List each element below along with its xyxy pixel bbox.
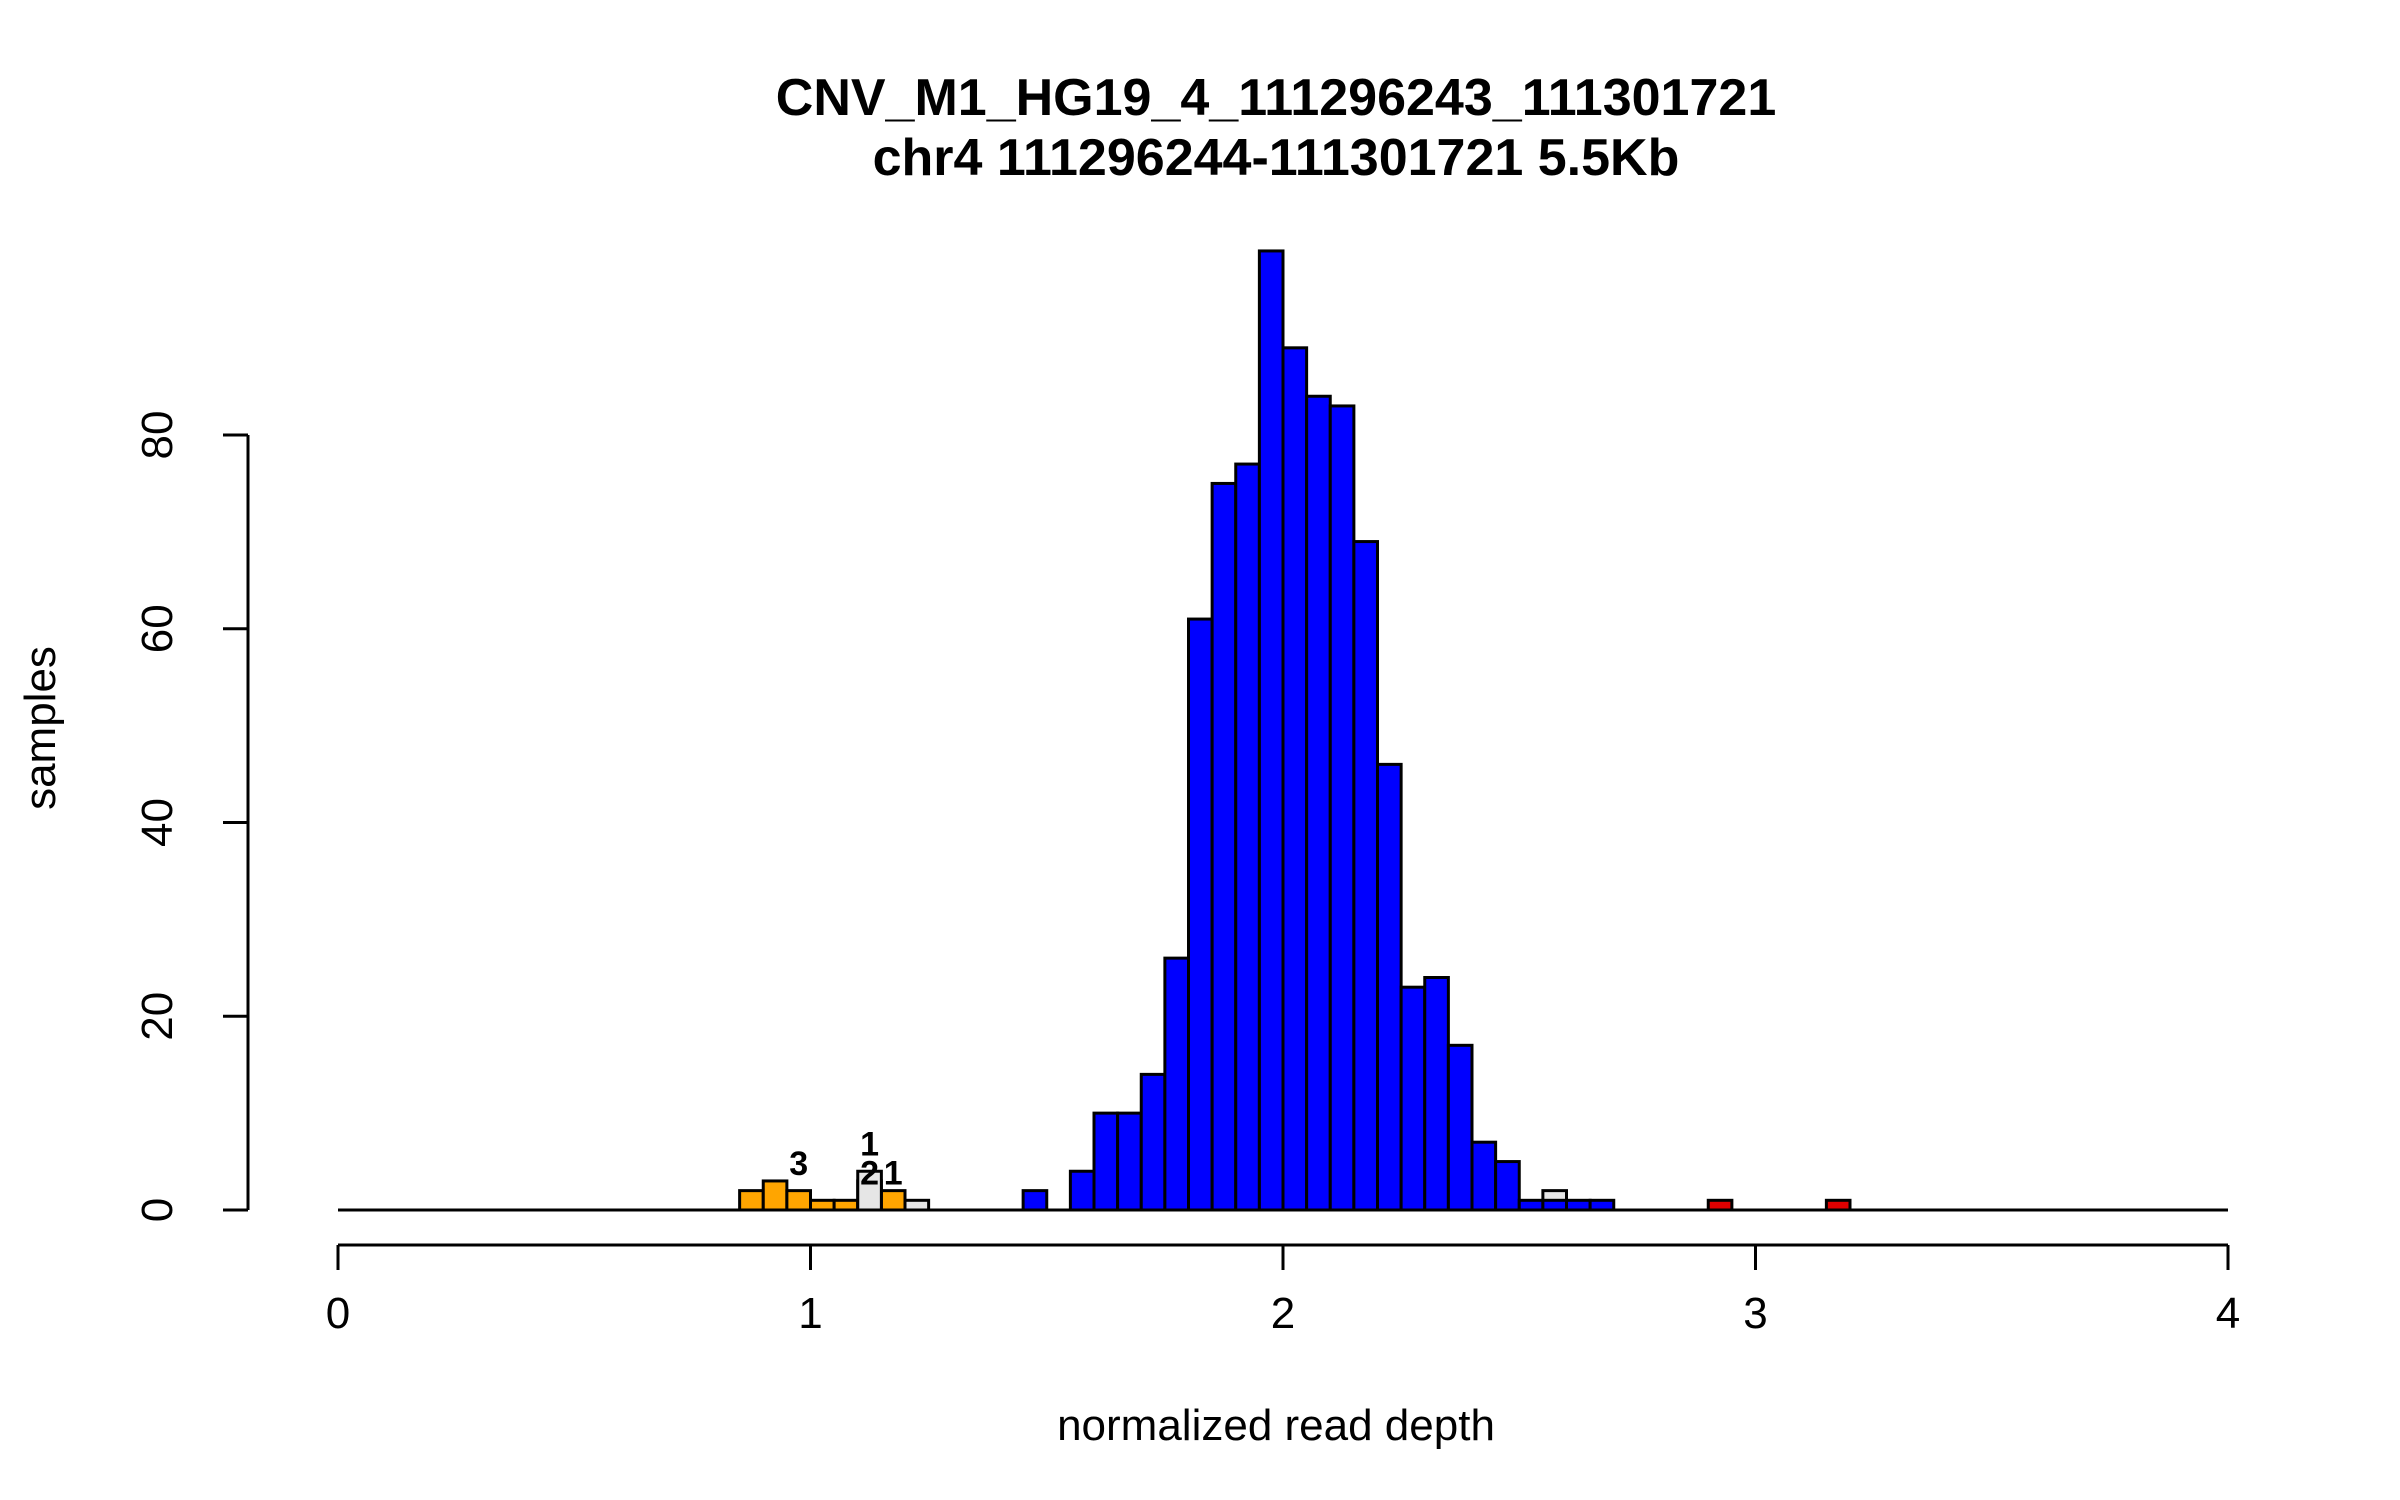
x-tick-label: 4 xyxy=(2216,1289,2240,1338)
y-tick-label: 80 xyxy=(133,411,182,460)
x-axis-label: normalized read depth xyxy=(1057,1401,1495,1450)
bars-group xyxy=(338,249,2228,1212)
histogram-bar-normal xyxy=(1187,617,1214,1212)
histogram-bar-normal xyxy=(1281,346,1309,1212)
histogram-bar-normal xyxy=(1305,394,1332,1212)
x-tick-label: 1 xyxy=(798,1289,822,1338)
chart-title: CNV_M1_HG19_4_111296243_111301721 xyxy=(776,69,1776,127)
histogram-bar-normal xyxy=(1423,976,1450,1212)
histogram-bar-deletion xyxy=(785,1189,812,1212)
histogram-bar-normal xyxy=(1257,249,1285,1212)
histogram-bar-normal xyxy=(1446,1043,1474,1212)
bar-annotation: 1 xyxy=(884,1155,903,1193)
histogram-bar-normal xyxy=(1328,404,1356,1212)
histogram-bar-normal xyxy=(1163,956,1190,1212)
bar-annotation: 1 xyxy=(860,1126,879,1164)
bar-annotation: 3 xyxy=(789,1145,808,1183)
histogram-bar-normal xyxy=(1092,1111,1120,1212)
y-tick-label: 40 xyxy=(133,798,182,847)
histogram-bar-deletion xyxy=(879,1189,907,1212)
x-tick-label: 2 xyxy=(1271,1289,1295,1338)
histogram-bar-normal xyxy=(1234,462,1261,1212)
x-tick-label: 0 xyxy=(326,1289,350,1338)
histogram-bar-normal xyxy=(1376,762,1403,1212)
histogram-bar-normal xyxy=(1210,481,1238,1212)
histogram-bar-normal xyxy=(1494,1160,1521,1212)
y-tick-label: 0 xyxy=(133,1198,182,1222)
annotations-group: 3 12 1 xyxy=(789,1126,902,1193)
histogram-bar-normal xyxy=(1470,1140,1498,1212)
y-tick-label: 20 xyxy=(133,992,182,1041)
x-tick-label: 3 xyxy=(1743,1289,1767,1338)
chart-subtitle: chr4 111296244-111301721 5.5Kb xyxy=(873,129,1680,187)
histogram-bar-normal xyxy=(1139,1072,1167,1212)
histogram-bar-normal xyxy=(1352,540,1379,1212)
histogram-bar-normal xyxy=(1021,1189,1049,1212)
histogram-bar-normal xyxy=(1068,1169,1096,1212)
bar-annotation: 2 xyxy=(860,1155,879,1193)
histogram-bar-deletion xyxy=(761,1179,789,1212)
histogram-bar-normal xyxy=(1399,985,1427,1212)
y-axis-label: samples xyxy=(16,646,65,810)
y-tick-label: 60 xyxy=(133,604,182,653)
histogram-bar-normal xyxy=(1116,1111,1143,1212)
histogram-bar-deletion xyxy=(738,1189,765,1212)
